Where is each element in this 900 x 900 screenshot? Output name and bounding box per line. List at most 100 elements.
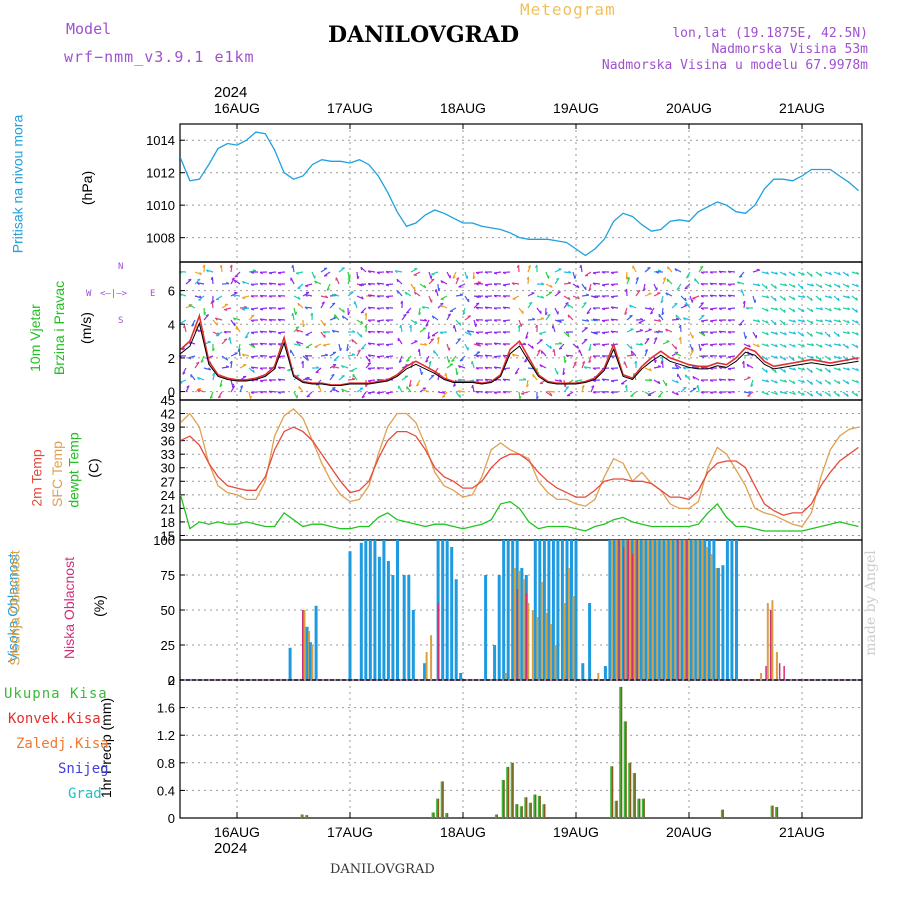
wind-arrow-head [745, 307, 749, 310]
wind-arrow-head [466, 275, 469, 279]
wind-arrow-head [385, 307, 389, 310]
wind-arrow-head [385, 392, 390, 395]
wind-arrow-head [295, 326, 299, 329]
wind-arrow-head [676, 380, 679, 384]
wind-arrow-head [610, 391, 614, 395]
wind-arrow-head [610, 367, 614, 371]
wind-arrow-head [212, 372, 215, 376]
wind-arrow-head [683, 386, 687, 389]
precip-conv-bar [722, 809, 724, 818]
wind-arrow-head [212, 300, 215, 304]
wind-arrow-head [566, 303, 570, 307]
wind-arrow-head [331, 365, 335, 369]
wind-arrow-head [268, 319, 272, 322]
wind-arrow-head [674, 302, 678, 305]
wind-arrow-head [404, 291, 408, 295]
wind-arrow-head [775, 355, 779, 359]
wind-arrow-head [592, 355, 596, 358]
wind-arrow-head [408, 384, 412, 388]
cloud-mid-bar [651, 540, 654, 680]
wind-arrow-head [207, 340, 211, 343]
wind-arrow-head [245, 335, 249, 339]
wind-arrow-head [601, 271, 605, 274]
y-tick-label: 33 [161, 447, 175, 462]
wind-arrow-head [694, 278, 696, 282]
wind-arrow-head [277, 318, 281, 322]
wind-arrow-head [765, 285, 768, 289]
wind-arrow-head [792, 284, 796, 288]
wind-arrow-head [277, 272, 282, 275]
wind-arrow-head [551, 325, 554, 329]
wind-arrow-head [301, 360, 304, 364]
wind-arrow-head [588, 348, 592, 352]
cloud-mid-bar [303, 610, 306, 680]
wind-arrow-head [601, 332, 606, 335]
wind-arrow-head [484, 271, 488, 274]
cloud-low-bar [778, 663, 781, 680]
wind-arrow-head [601, 355, 605, 358]
wind-arrow-head [567, 333, 570, 337]
wind-arrow-head [556, 277, 560, 281]
precip-conv-bar [507, 766, 510, 818]
wind-arrow-head [400, 300, 403, 304]
wind-arrow-head [810, 381, 813, 385]
cloud-high-bar [288, 647, 292, 680]
wind-arrow-head [456, 371, 459, 376]
wind-arrow-head [347, 312, 351, 316]
wind-arrow-head [297, 287, 301, 290]
wind-arrow-head [783, 272, 787, 276]
wind-arrow-head [739, 275, 743, 278]
wind-arrow-head [810, 333, 813, 337]
wind-arrow-head [592, 296, 597, 299]
wind-arrow-head [475, 342, 479, 346]
wind-arrow-head [828, 393, 832, 397]
wind-arrow-head [250, 366, 254, 370]
cloud-high-bar [411, 610, 415, 680]
wind-arrow-head [657, 269, 662, 272]
wind-arrow-head [493, 307, 497, 310]
wind-arrow-head [523, 377, 527, 381]
day-label-bottom: 19AUG [553, 824, 599, 840]
cloud-high-bar [574, 540, 578, 680]
wind-arrow-head [225, 365, 230, 368]
wind-arrow-head [317, 385, 320, 389]
wind-arrow-head [783, 357, 787, 361]
wind-arrow-head [626, 277, 630, 280]
wind-arrow-head [629, 314, 633, 317]
wind-arrow-head [588, 360, 592, 364]
wind-arrow-head [610, 318, 614, 322]
wind-arrow-head [484, 306, 488, 310]
wind-arrow-head [268, 330, 272, 334]
wind-arrow-head [837, 333, 840, 337]
wind-arrow-head [591, 385, 595, 388]
wind-arrow-head [610, 283, 614, 287]
wind-arrow-head [188, 304, 192, 308]
wind-arrow-head [657, 380, 661, 384]
y-tick-label: 75 [161, 568, 175, 583]
precip-conv-bar [503, 780, 505, 818]
wind-arrow-head [856, 320, 859, 324]
cloud-high-bar [581, 663, 585, 680]
wind-arrow-head [191, 324, 195, 327]
cloud-high-bar [721, 565, 725, 680]
wind-arrow-head [727, 378, 731, 382]
wind-arrow-head [775, 331, 779, 335]
cloud-mid-bar [430, 635, 433, 680]
wind-arrow-head [452, 276, 456, 279]
wind-arrow-head [210, 276, 213, 281]
wind-arrow-head [745, 335, 747, 339]
cloud-mid-bar [572, 596, 575, 680]
wind-arrow-head [502, 295, 506, 298]
wind-arrow-head [545, 312, 548, 316]
wind-arrow-head [702, 332, 706, 337]
wind-arrow-head [421, 306, 425, 310]
wind-arrow-head [250, 343, 254, 346]
y-tick-label: 39 [161, 420, 175, 435]
cloud-mid-bar [629, 540, 631, 680]
wind-arrow-head [502, 354, 506, 358]
day-label-bottom: 21AUG [779, 824, 825, 840]
wind-arrow-head [295, 374, 300, 377]
cloud-mid-bar [527, 603, 530, 680]
wind-arrow-head [557, 291, 561, 293]
wind-arrow-head [360, 320, 364, 325]
